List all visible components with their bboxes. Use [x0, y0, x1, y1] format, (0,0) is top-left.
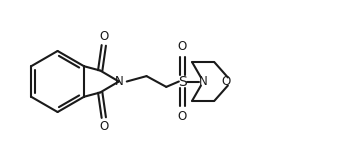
- Text: N: N: [114, 75, 123, 88]
- Text: O: O: [178, 40, 187, 53]
- Text: O: O: [99, 30, 109, 43]
- Text: O: O: [178, 110, 187, 123]
- Text: S: S: [178, 74, 187, 89]
- Text: N: N: [199, 75, 208, 88]
- Text: O: O: [99, 120, 109, 133]
- Text: O: O: [221, 75, 230, 88]
